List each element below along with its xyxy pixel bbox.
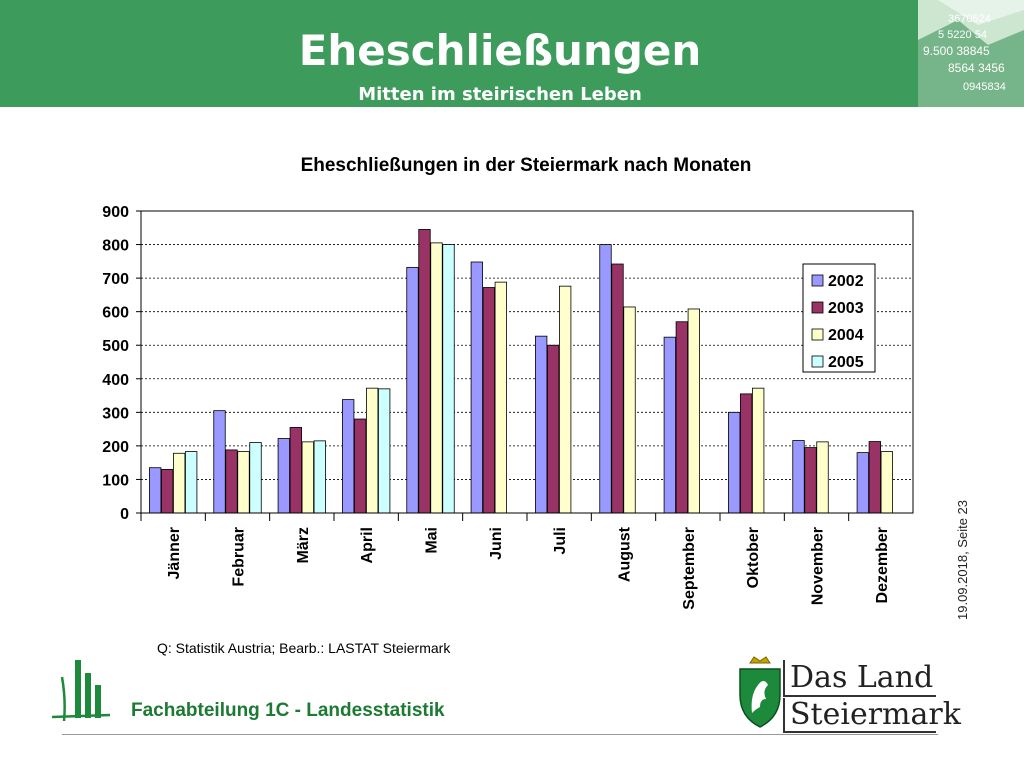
legend: 2002 2003 2004 2005 <box>802 263 876 373</box>
legend-label: 2004 <box>828 327 864 344</box>
bar <box>406 266 419 514</box>
bar <box>535 335 548 514</box>
bar <box>494 281 507 514</box>
legend-swatch <box>811 355 824 368</box>
x-tick-label: Mai <box>424 527 441 554</box>
photo-number: 9.500 38845 <box>923 44 990 58</box>
bar <box>804 447 817 514</box>
date-page-label: 19.09.2018, Seite 23 <box>955 500 970 620</box>
logo-frame <box>783 660 936 733</box>
department-label: Fachabteilung 1C - Landesstatistik <box>131 700 445 721</box>
y-tick-label: 200 <box>102 439 129 456</box>
x-tick-label: Juni <box>488 527 505 560</box>
bar <box>277 438 290 514</box>
legend-swatch <box>811 301 824 314</box>
bar-group <box>149 229 893 514</box>
photo-number: 3670524 <box>948 13 991 25</box>
y-tick-label: 100 <box>102 472 129 489</box>
legend-label: 2005 <box>828 354 864 371</box>
bar <box>237 451 250 514</box>
bar <box>675 321 688 514</box>
bar <box>185 451 198 514</box>
bar <box>559 285 572 514</box>
bar <box>687 308 700 514</box>
bar <box>418 229 431 514</box>
photo-number: 8564 3456 <box>948 61 1005 75</box>
bar <box>301 441 314 514</box>
bar <box>442 244 455 514</box>
page-subtitle: Mitten im steirischen Leben <box>358 84 642 105</box>
bar <box>430 242 443 514</box>
bar <box>225 449 238 514</box>
bar <box>547 344 560 514</box>
x-tick-label: September <box>681 527 698 610</box>
y-tick-label: 700 <box>102 271 129 288</box>
bar <box>342 399 355 514</box>
bar <box>378 388 391 514</box>
y-tick-label: 500 <box>102 338 129 355</box>
bar <box>740 393 753 514</box>
chart-title: Eheschließungen in der Steiermark nach M… <box>300 155 752 176</box>
bar <box>752 387 765 514</box>
bar <box>663 336 676 514</box>
footer-divider <box>62 734 938 735</box>
legend-swatch <box>811 328 824 341</box>
bar <box>313 440 326 514</box>
coat-of-arms-icon <box>739 656 781 728</box>
bar <box>792 440 805 514</box>
x-tick-label: Oktober <box>745 527 762 588</box>
y-tick-label: 0 <box>120 506 129 523</box>
bar <box>149 467 162 514</box>
header-photo-graphic: 3670524 5 5220 54 9.500 38845 8564 3456 … <box>918 0 1024 107</box>
bar <box>213 410 226 514</box>
bar <box>868 441 881 514</box>
grid-lines <box>141 210 913 480</box>
bar <box>249 442 262 514</box>
legend-swatch <box>811 274 824 287</box>
x-tick-label: Jänner <box>166 527 183 579</box>
statistics-logo-icon <box>52 660 111 722</box>
legend-label: 2002 <box>828 273 864 290</box>
x-tick-label: April <box>359 527 376 563</box>
bar <box>880 451 893 514</box>
bar <box>173 452 186 514</box>
x-tick-label: Juli <box>552 527 569 555</box>
bar <box>728 411 741 514</box>
page-title: Eheschließungen <box>298 26 702 75</box>
photo-number: 0945834 <box>963 81 1006 93</box>
header-photo: 3670524 5 5220 54 9.500 38845 8564 3456 … <box>918 0 1024 107</box>
x-tick-label: März <box>295 527 312 563</box>
bar <box>289 427 302 514</box>
source-note: Q: Statistik Austria; Bearb.: LASTAT Ste… <box>157 640 451 656</box>
y-tick-label: 400 <box>102 372 129 389</box>
y-tick-label: 600 <box>102 305 129 322</box>
bar <box>599 244 612 514</box>
y-tick-label: 300 <box>102 405 129 422</box>
x-tick-label: Februar <box>231 527 248 587</box>
bar <box>366 387 379 514</box>
bar <box>856 452 869 514</box>
bar <box>611 263 624 514</box>
y-tick-label: 800 <box>102 238 129 255</box>
bar <box>161 468 174 514</box>
y-tick-label: 900 <box>102 204 129 221</box>
legend-label: 2003 <box>828 300 864 317</box>
bar <box>623 306 636 514</box>
bar <box>482 287 495 514</box>
x-tick-label: November <box>810 527 827 605</box>
logo-text-line2: Steiermark <box>790 697 961 732</box>
bar <box>816 441 829 514</box>
bar <box>354 418 367 514</box>
photo-number: 5 5220 54 <box>938 29 987 41</box>
header-banner: Eheschließungen Mitten im steirischen Le… <box>0 0 918 107</box>
axes: 0 100 200 300 400 500 600 700 800 900 Jänner Februa… <box>102 204 914 610</box>
x-tick-label: August <box>617 526 634 582</box>
bar <box>470 261 483 514</box>
logo-text-line1: Das Land <box>790 660 934 695</box>
x-tick-label: Dezember <box>874 527 891 603</box>
